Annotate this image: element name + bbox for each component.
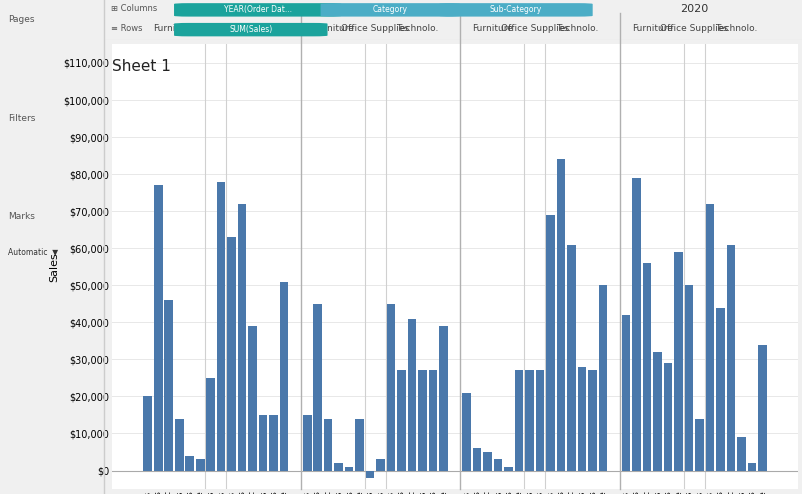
Text: Furniture: Furniture bbox=[472, 24, 513, 34]
Bar bbox=[228, 237, 236, 470]
Bar bbox=[280, 282, 289, 470]
Text: Category: Category bbox=[373, 5, 408, 14]
Bar bbox=[387, 304, 395, 470]
Bar bbox=[654, 352, 662, 470]
Bar bbox=[175, 418, 184, 470]
Bar bbox=[269, 415, 278, 470]
Bar bbox=[185, 455, 194, 470]
Bar bbox=[536, 370, 545, 470]
Text: Office Supplies: Office Supplies bbox=[342, 24, 410, 34]
Text: Sheet 1: Sheet 1 bbox=[112, 59, 171, 74]
Text: Automatic  ▼: Automatic ▼ bbox=[8, 247, 59, 256]
Bar bbox=[206, 378, 215, 470]
FancyBboxPatch shape bbox=[321, 3, 460, 17]
Bar bbox=[324, 418, 333, 470]
Text: Pages: Pages bbox=[8, 15, 34, 24]
Text: ⊞ Columns: ⊞ Columns bbox=[111, 4, 157, 13]
Text: Office Supplies: Office Supplies bbox=[182, 24, 250, 34]
Bar bbox=[144, 396, 152, 470]
Text: Technolo.: Technolo. bbox=[237, 24, 279, 34]
Bar bbox=[588, 370, 597, 470]
Bar bbox=[546, 215, 555, 470]
Bar bbox=[238, 204, 246, 470]
Bar bbox=[408, 319, 416, 470]
Bar bbox=[557, 159, 565, 470]
Text: YEAR(Order Dat...: YEAR(Order Dat... bbox=[224, 5, 292, 14]
Bar bbox=[345, 467, 354, 470]
Bar bbox=[525, 370, 534, 470]
Bar bbox=[429, 370, 437, 470]
Bar bbox=[314, 304, 322, 470]
Text: Furniture: Furniture bbox=[313, 24, 354, 34]
Bar bbox=[716, 307, 725, 470]
Bar bbox=[419, 370, 427, 470]
Bar bbox=[664, 363, 672, 470]
Bar bbox=[567, 245, 576, 470]
Bar bbox=[674, 252, 683, 470]
Bar bbox=[397, 370, 406, 470]
Bar bbox=[164, 300, 173, 470]
Bar bbox=[504, 467, 513, 470]
Text: 2017: 2017 bbox=[202, 4, 230, 14]
Text: ≡ Rows: ≡ Rows bbox=[111, 24, 143, 33]
Y-axis label: Sales: Sales bbox=[50, 252, 59, 282]
Bar bbox=[727, 245, 735, 470]
Text: Office Supplies: Office Supplies bbox=[660, 24, 728, 34]
Bar bbox=[196, 459, 205, 470]
Text: Technolo.: Technolo. bbox=[715, 24, 757, 34]
Bar bbox=[259, 415, 267, 470]
Bar bbox=[217, 181, 225, 470]
Text: Office Supplies: Office Supplies bbox=[500, 24, 569, 34]
Text: Sub-Category: Sub-Category bbox=[490, 5, 542, 14]
FancyBboxPatch shape bbox=[439, 3, 593, 17]
Bar bbox=[463, 393, 471, 470]
Bar bbox=[643, 263, 651, 470]
Bar bbox=[599, 286, 607, 470]
FancyBboxPatch shape bbox=[174, 23, 327, 37]
Bar bbox=[577, 367, 586, 470]
Text: Filters: Filters bbox=[8, 114, 36, 123]
Bar bbox=[376, 459, 385, 470]
Bar bbox=[473, 449, 481, 470]
Bar bbox=[154, 185, 163, 470]
Text: 2018: 2018 bbox=[361, 4, 390, 14]
Bar bbox=[366, 470, 375, 478]
Bar bbox=[515, 370, 524, 470]
Text: Furniture: Furniture bbox=[153, 24, 194, 34]
Bar bbox=[494, 459, 502, 470]
Bar bbox=[695, 418, 704, 470]
Bar bbox=[355, 418, 364, 470]
Bar bbox=[249, 326, 257, 470]
Bar bbox=[622, 315, 630, 470]
Text: 2019: 2019 bbox=[520, 4, 549, 14]
Bar bbox=[685, 286, 694, 470]
Text: Marks: Marks bbox=[8, 212, 35, 221]
Text: Technolo.: Technolo. bbox=[556, 24, 598, 34]
Text: Furniture: Furniture bbox=[632, 24, 673, 34]
Text: Technolo.: Technolo. bbox=[396, 24, 439, 34]
Bar bbox=[706, 204, 715, 470]
Bar bbox=[747, 463, 756, 470]
Bar bbox=[758, 345, 767, 470]
Bar bbox=[484, 452, 492, 470]
Bar bbox=[334, 463, 343, 470]
Text: SUM(Sales): SUM(Sales) bbox=[229, 25, 273, 34]
Bar bbox=[632, 178, 641, 470]
FancyBboxPatch shape bbox=[174, 3, 342, 17]
Text: 2020: 2020 bbox=[680, 4, 708, 14]
Bar bbox=[303, 415, 311, 470]
Bar bbox=[439, 326, 448, 470]
Bar bbox=[737, 437, 746, 470]
